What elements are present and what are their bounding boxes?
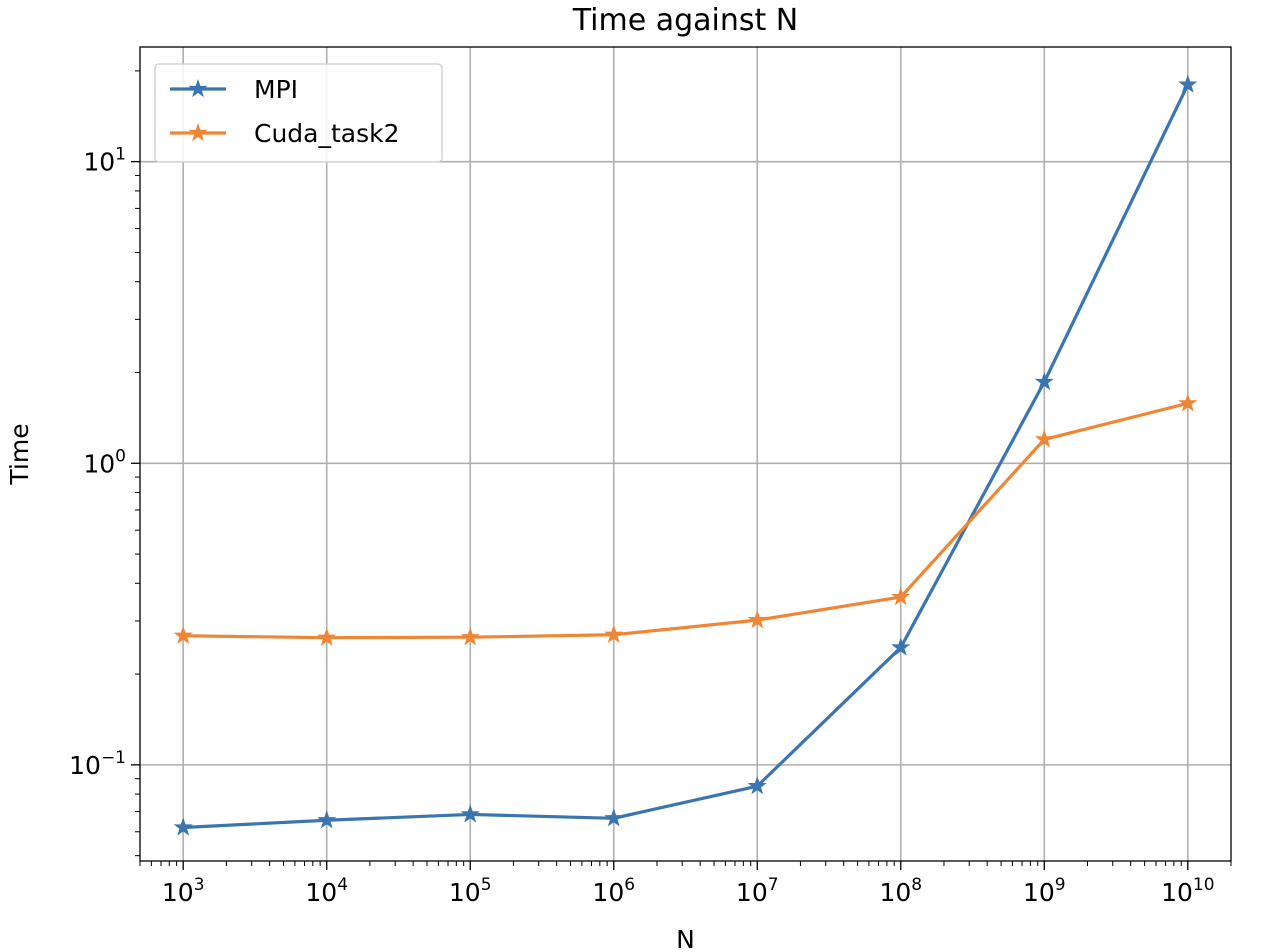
y-axis-title: Time [5,423,34,485]
x-tick-label: 107 [736,875,779,907]
data-point [173,625,193,644]
data-point [604,808,624,827]
x-tick-label: 103 [162,875,205,907]
plot-frame [139,46,1232,862]
series-layer [173,74,1198,836]
y-tick-label: 100 [83,446,126,478]
ticks: 103 104 105 106 107 108 109 1010 101 100 10−1 [69,70,1232,907]
data-point [891,587,911,606]
plot-area [140,47,1231,861]
legend-box [154,63,443,163]
data-point [1178,393,1198,412]
data-point [317,627,337,646]
series-line [183,83,1190,830]
data-point [604,624,624,643]
y-tick-label: 10−1 [69,748,126,780]
legend-marker [188,78,208,98]
legend: MPI Cuda_task2 [154,63,443,163]
data-point [1034,371,1054,391]
data-point [317,810,337,829]
data-point [460,627,480,646]
legend-item: Cuda_task2 [170,119,400,148]
x-tick-label: 109 [1023,875,1066,907]
x-tick-label: 104 [305,875,348,907]
data-point [1178,74,1198,93]
data-point [747,610,767,629]
legend-marker [188,122,208,142]
series-mpi [173,74,1198,836]
data-point [891,637,911,656]
x-tick-label: 1010 [1161,875,1214,907]
data-point [1034,429,1054,448]
x-tick-label: 105 [449,875,492,907]
series-cuda-task2 [173,393,1198,646]
legend-item: MPI [170,75,298,104]
x-tick-label: 108 [879,875,922,907]
data-point [747,776,767,795]
x-axis-title: N [676,925,695,952]
legend-label: Cuda_task2 [254,119,400,148]
x-tick-label: 106 [592,875,635,907]
legend-label: MPI [254,75,298,104]
y-tick-label: 101 [83,145,126,177]
data-point [460,804,480,823]
series-line [183,401,1189,640]
chart-title: Time against N [572,3,798,38]
data-point [173,817,193,836]
